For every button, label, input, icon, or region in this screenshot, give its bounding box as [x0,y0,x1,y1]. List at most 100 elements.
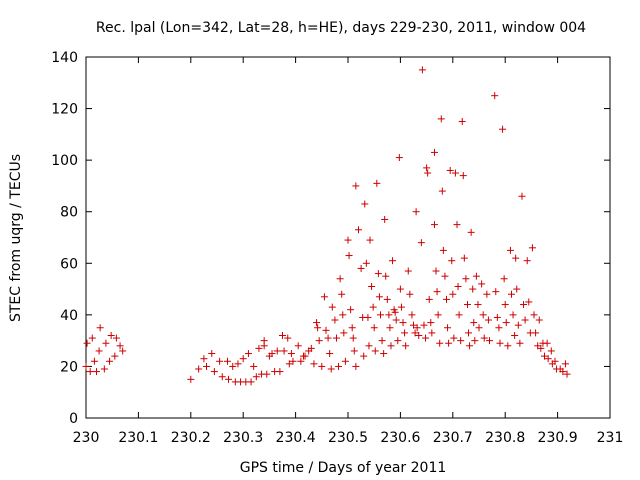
data-point [362,259,370,267]
data-point [247,378,255,386]
data-point [475,324,483,332]
data-point [469,285,477,293]
data-point [294,342,302,350]
data-point [119,347,127,355]
data-point [413,324,421,332]
data-point [88,334,96,342]
data-point [345,252,353,260]
x-tick-label: 230 [73,430,100,446]
data-point [495,324,503,332]
y-tick-label: 120 [51,102,78,118]
data-point [208,350,216,358]
data-point [491,92,499,100]
data-point [218,373,226,381]
data-point [284,334,292,342]
data-point [504,342,512,350]
data-point [313,319,321,327]
data-point [276,368,284,376]
data-point [466,342,474,350]
data-point [335,362,343,370]
data-point [378,337,386,345]
data-point [86,368,94,376]
y-axis-label: STEC from uqrg / TECUs [8,154,24,322]
x-tick-label: 230.5 [328,430,368,446]
data-point [387,342,395,350]
data-point [395,154,403,162]
data-point [315,337,323,345]
data-point [453,221,461,229]
data-point [364,313,372,321]
data-point [107,331,115,339]
data-point [465,329,473,337]
data-point [289,357,297,365]
data-point [383,295,391,303]
data-point [521,316,529,324]
data-point [223,357,231,365]
y-tick-label: 60 [60,256,78,272]
data-point [112,334,120,342]
data-point [310,360,318,368]
data-point [484,316,492,324]
data-point [263,370,271,378]
data-point [472,272,480,280]
data-point [320,293,328,301]
data-point [430,221,438,229]
data-point [368,282,376,290]
data-point [252,373,260,381]
data-point [92,368,100,376]
data-points [82,66,571,386]
data-point [513,285,521,293]
data-point [430,148,438,156]
data-point [470,319,478,327]
data-point [474,301,482,309]
y-tick-label: 100 [51,153,78,169]
data-point [511,331,519,339]
data-point [322,326,330,334]
data-point [434,311,442,319]
x-tick-label: 230.3 [223,430,263,446]
data-point [287,350,295,358]
data-point [537,344,545,352]
data-point [551,357,559,365]
x-tick-label: 230.9 [538,430,578,446]
data-point [116,342,124,350]
data-point [509,311,517,319]
data-point [448,257,456,265]
data-point [339,311,347,319]
data-point [459,172,467,180]
y-tick-label: 80 [60,205,78,221]
data-point [514,321,522,329]
data-point [268,350,276,358]
data-point [382,272,390,280]
data-point [273,347,281,355]
data-point [455,311,463,319]
data-point [200,355,208,363]
data-point [458,117,466,125]
x-tick-label: 230.1 [118,430,158,446]
data-point [210,368,218,376]
data-point [318,362,326,370]
data-point [420,321,428,329]
data-point [516,339,524,347]
data-point [418,66,426,74]
data-point [424,169,432,177]
data-point [423,164,431,172]
data-point [532,329,540,337]
data-point [354,226,362,234]
data-point [463,301,471,309]
data-point [451,169,459,177]
data-point [502,319,510,327]
data-point [520,301,528,309]
data-point [547,347,555,355]
data-point [500,275,508,283]
data-point [506,246,514,254]
data-point [417,239,425,247]
data-point [480,334,488,342]
x-tick-labels: 230 230.1 230.2 230.3 230.4 230.5 230.6 230.7 23… [73,430,624,446]
data-point [95,347,103,355]
data-point [485,337,493,345]
chart-title: Rec. lpal (Lon=342, Lat=28, h=HE), days … [96,20,586,36]
data-point [399,319,407,327]
data-point [374,270,382,278]
